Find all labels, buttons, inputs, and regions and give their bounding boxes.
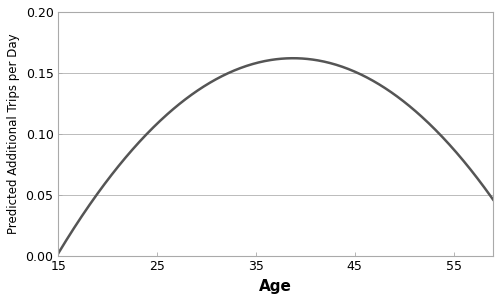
Y-axis label: Predicted Additional Trips per Day: Predicted Additional Trips per Day [7,33,20,234]
X-axis label: Age: Age [260,279,292,294]
